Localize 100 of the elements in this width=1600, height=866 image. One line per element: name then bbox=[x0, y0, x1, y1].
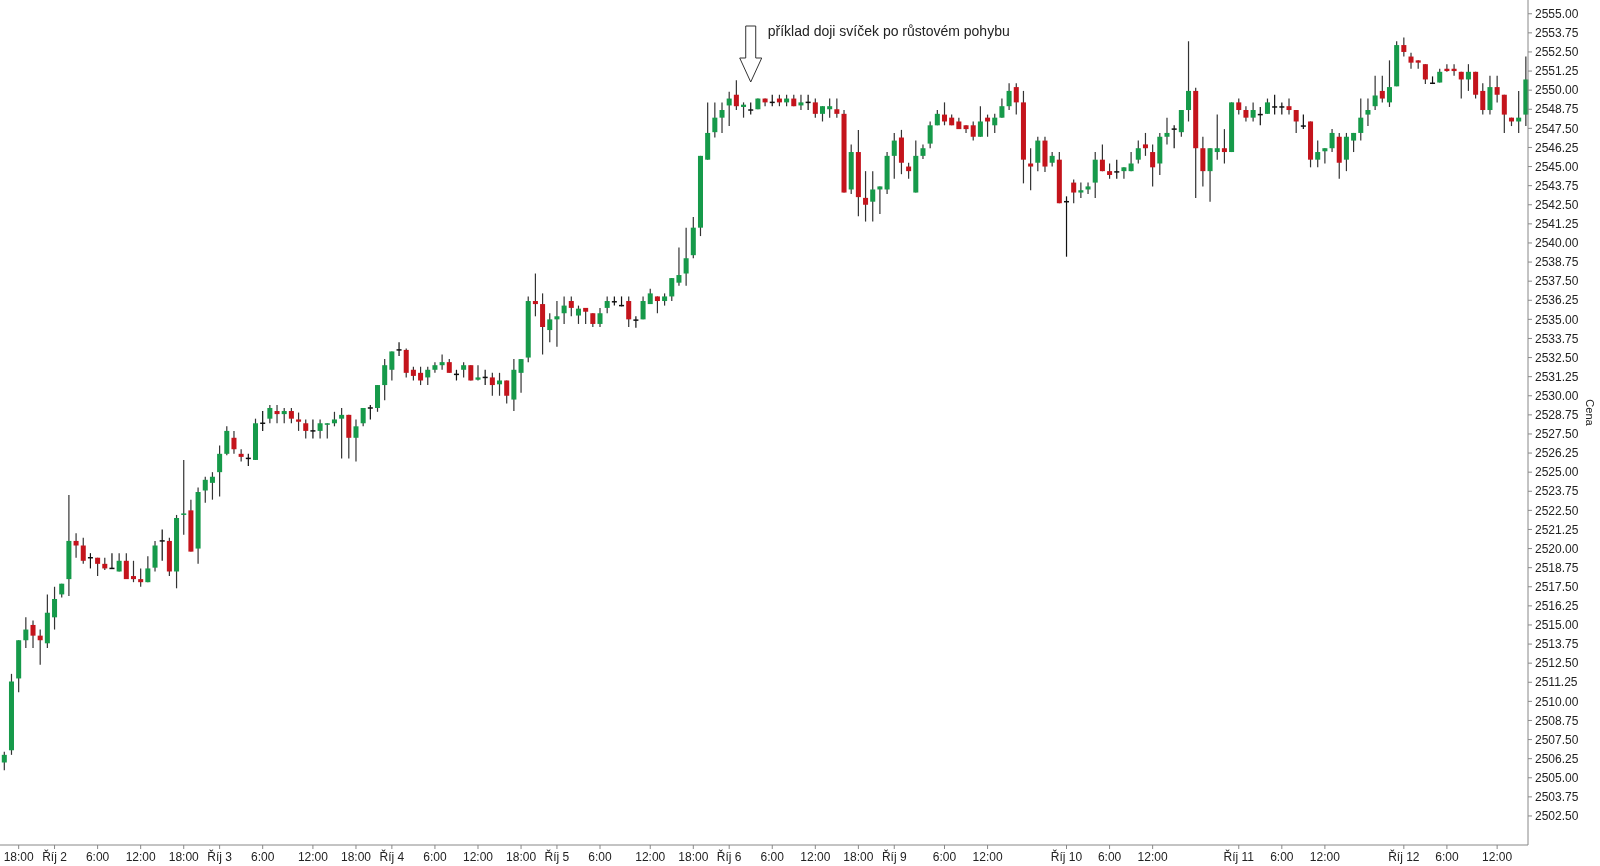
x-tick-label: 6:00 bbox=[423, 850, 447, 864]
candlestick bbox=[23, 616, 29, 649]
candlestick bbox=[339, 407, 345, 460]
candlestick bbox=[375, 384, 381, 413]
candlestick bbox=[1221, 128, 1227, 165]
y-tick-label: 2530.00 bbox=[1535, 388, 1579, 403]
y-tick-label: 2507.50 bbox=[1535, 732, 1579, 747]
candlestick bbox=[1150, 143, 1156, 188]
y-tick-label: 2527.50 bbox=[1535, 427, 1579, 442]
candlestick bbox=[52, 586, 58, 631]
candlestick bbox=[1286, 97, 1292, 116]
y-tick-label: 2521.25 bbox=[1535, 522, 1579, 537]
x-tick-label: Říj 3 bbox=[207, 849, 233, 864]
candlestick bbox=[309, 418, 317, 440]
x-tick-label: Říj 12 bbox=[1388, 849, 1420, 864]
candlestick bbox=[432, 361, 438, 374]
x-tick-label: 18:00 bbox=[3, 850, 34, 864]
candlestick bbox=[274, 404, 280, 424]
y-tick-label: 2536.25 bbox=[1535, 293, 1579, 308]
y-tick-label: 2541.25 bbox=[1535, 217, 1579, 232]
candlestick bbox=[1329, 128, 1335, 153]
candlestick bbox=[1458, 71, 1464, 100]
y-tick-label: 2532.50 bbox=[1535, 350, 1579, 365]
candlestick bbox=[158, 528, 166, 562]
x-tick-label: 6:00 bbox=[932, 850, 957, 864]
x-tick-label: 18:00 bbox=[678, 850, 709, 864]
candlestick bbox=[1078, 182, 1084, 199]
x-tick-label: 18:00 bbox=[168, 850, 200, 864]
candlestick bbox=[497, 372, 503, 397]
candlestick bbox=[317, 418, 323, 440]
y-tick-label: 2525.00 bbox=[1535, 465, 1579, 480]
y-tick-label: 2506.25 bbox=[1535, 751, 1579, 766]
candlestick bbox=[568, 295, 574, 317]
candlestick bbox=[999, 97, 1005, 119]
candlestick bbox=[798, 94, 804, 111]
candlestick bbox=[123, 552, 129, 580]
y-tick-label: 2543.75 bbox=[1535, 178, 1579, 193]
x-tick-label: 6:00 bbox=[1270, 850, 1294, 864]
x-tick-label: 12:00 bbox=[462, 850, 494, 864]
candlestick bbox=[231, 430, 237, 455]
candlestick bbox=[712, 101, 718, 139]
x-tick-label: 6:00 bbox=[760, 850, 785, 864]
y-tick-label: 2510.00 bbox=[1535, 694, 1579, 709]
candlestick bbox=[877, 185, 883, 215]
candlestick bbox=[1121, 166, 1127, 180]
candlestick bbox=[970, 120, 976, 142]
candlestick bbox=[927, 120, 933, 149]
x-tick-label: 12:00 bbox=[125, 850, 157, 864]
candlestick bbox=[395, 341, 403, 357]
x-tick-label: 6:00 bbox=[1097, 850, 1122, 864]
candlestick bbox=[1494, 75, 1500, 103]
candlestick bbox=[1365, 97, 1371, 127]
candlestick bbox=[202, 476, 208, 504]
candlestick bbox=[130, 560, 137, 583]
candlestick bbox=[145, 555, 151, 583]
x-tick-label: 12:00 bbox=[635, 850, 666, 864]
candlestick bbox=[683, 227, 689, 287]
candlestick bbox=[863, 170, 869, 223]
candlestick bbox=[1501, 94, 1507, 134]
candlestick bbox=[1214, 114, 1220, 161]
candlestick bbox=[504, 379, 510, 404]
candlestick bbox=[626, 295, 632, 328]
candlestick bbox=[152, 540, 158, 573]
candlestick bbox=[30, 619, 36, 649]
y-tick-label: 2505.00 bbox=[1535, 770, 1579, 785]
candlestick bbox=[217, 444, 223, 498]
y-tick-label: 2528.75 bbox=[1535, 408, 1579, 423]
candlestick bbox=[1092, 151, 1098, 199]
x-tick-label: Říj 4 bbox=[379, 849, 405, 864]
y-tick-label: 2535.00 bbox=[1535, 312, 1579, 327]
y-tick-label: 2551.25 bbox=[1535, 64, 1579, 79]
y-tick-label: 2547.50 bbox=[1535, 121, 1579, 136]
x-tick-label: 12:00 bbox=[1482, 850, 1513, 864]
y-tick-label: 2545.00 bbox=[1535, 159, 1579, 174]
candlestick bbox=[669, 277, 675, 302]
candlestick bbox=[1379, 75, 1385, 103]
candlestick bbox=[489, 372, 495, 397]
y-tick-label: 2508.75 bbox=[1535, 713, 1579, 728]
y-tick-label: 2550.00 bbox=[1535, 83, 1579, 98]
candlestick bbox=[1178, 109, 1184, 138]
candlestick bbox=[425, 366, 431, 386]
candlestick bbox=[1071, 178, 1077, 204]
candlestick bbox=[238, 448, 244, 463]
y-tick-label: 2515.00 bbox=[1535, 618, 1579, 633]
y-tick-label: 2512.50 bbox=[1535, 656, 1579, 671]
candlestick bbox=[1006, 82, 1012, 111]
candlestick bbox=[1487, 75, 1493, 116]
candlestick bbox=[1372, 75, 1378, 111]
candlestick bbox=[1293, 109, 1299, 134]
candlestick bbox=[632, 315, 640, 329]
candlestick bbox=[1358, 97, 1364, 142]
candlestick bbox=[267, 404, 273, 424]
x-tick-label: Říj 5 bbox=[544, 849, 570, 864]
y-tick-label: 2531.25 bbox=[1535, 369, 1579, 384]
candlestick bbox=[992, 113, 998, 134]
candlestick bbox=[1465, 63, 1471, 92]
candlestick bbox=[1085, 182, 1091, 195]
candlestick bbox=[382, 358, 388, 401]
x-tick-label: 6:00 bbox=[85, 850, 110, 864]
candlestick bbox=[719, 101, 725, 134]
